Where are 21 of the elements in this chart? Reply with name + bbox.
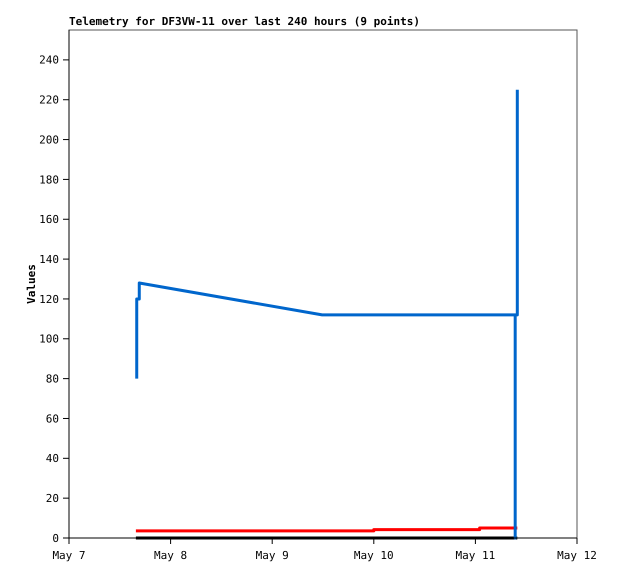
x-tick-label: May 12 [557,549,597,562]
y-tick-label: 0 [52,532,59,545]
x-tick-label: May 10 [354,549,394,562]
y-tick-label: 40 [46,452,59,466]
y-tick-label: 20 [46,492,59,506]
x-tick-label: May 9 [256,549,289,562]
y-tick-label: 240 [39,54,59,67]
y-tick-label: 200 [39,133,59,146]
y-axis-title: Values [25,264,38,304]
x-tick-label: May 11 [456,549,496,562]
x-tick-label: May 7 [52,549,86,562]
chart-title: Telemetry for DF3VW-11 over last 240 hours (9 points) [69,15,420,28]
y-tick-label: 60 [46,412,59,426]
y-tick-label: 80 [46,372,59,386]
y-tick-label: 220 [39,94,59,107]
x-tick-label: May 8 [154,549,188,562]
y-tick-label: 160 [39,213,59,226]
y-tick-label: 100 [39,332,59,346]
y-tick-label: 180 [39,173,59,186]
y-tick-label: 120 [39,292,59,306]
y-tick-label: 140 [39,252,59,266]
